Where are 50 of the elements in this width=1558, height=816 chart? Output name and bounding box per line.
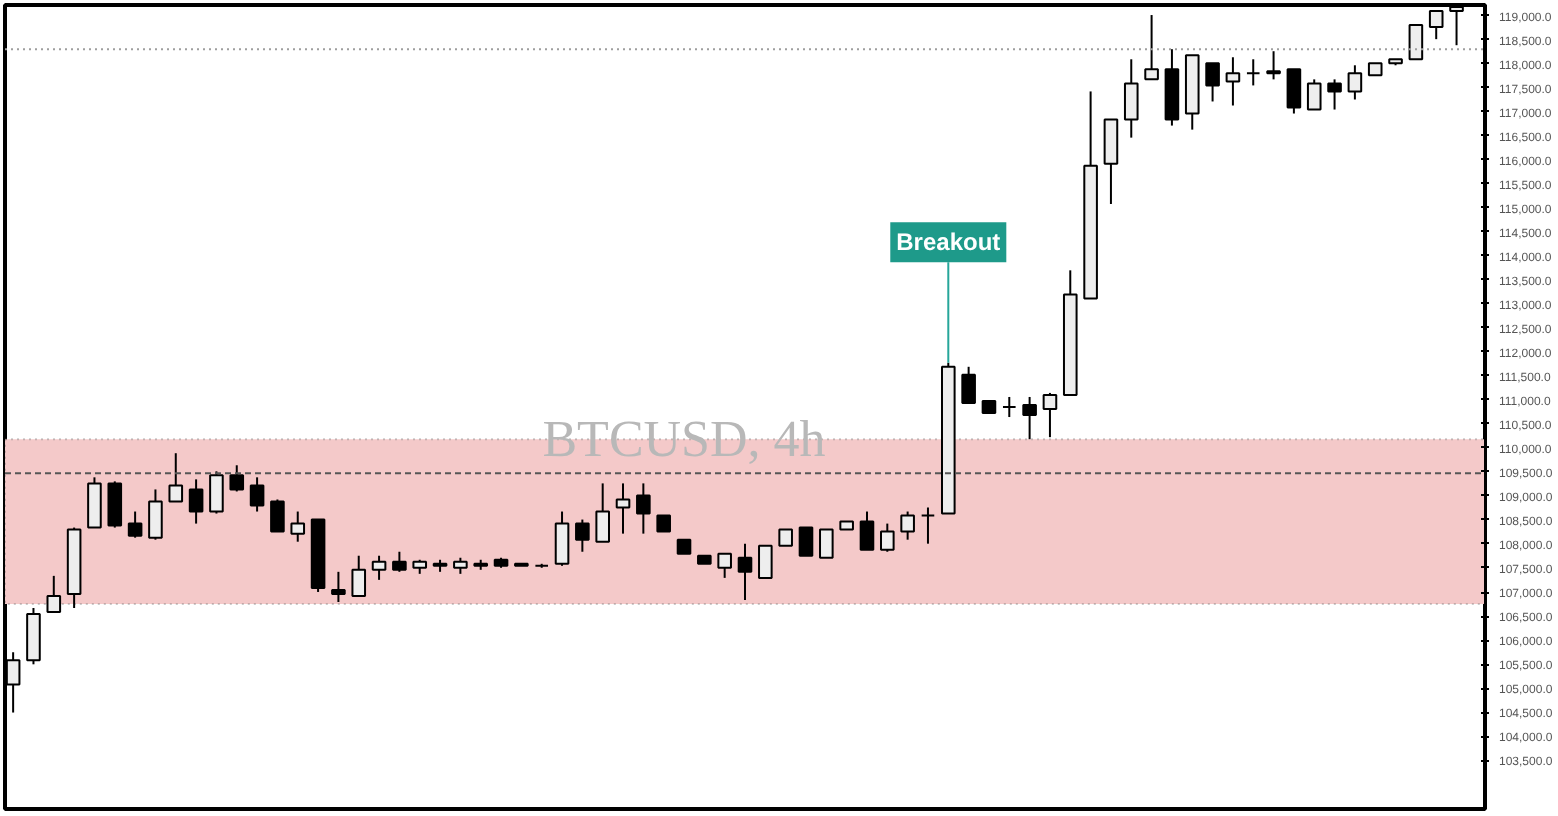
candlestick: [290, 510, 306, 543]
candlestick: [1245, 58, 1261, 87]
candlestick: [798, 526, 814, 557]
candlestick: [1042, 391, 1058, 439]
candlestick: [1205, 62, 1220, 103]
candlestick: [1123, 58, 1139, 139]
candlestick: [1144, 14, 1159, 81]
candlestick: [554, 510, 570, 567]
candlestick: [1286, 68, 1302, 115]
candlestick: [575, 518, 590, 553]
candlestick: [1408, 24, 1424, 61]
candlestick: [209, 470, 224, 515]
candlestick: [1103, 118, 1119, 205]
candlestick: [270, 498, 285, 533]
candlestick: [107, 480, 123, 529]
candlestick: [758, 544, 773, 579]
text: BTCUSD, 4h: [542, 410, 826, 469]
candlestick: [1266, 50, 1281, 81]
candlestick: [900, 510, 915, 541]
candlestick: [87, 476, 102, 529]
candlestick: [148, 488, 163, 541]
candlestick: [351, 554, 367, 597]
candlestick: [229, 464, 245, 493]
candlestick: [1428, 10, 1444, 41]
candlestick: [1347, 64, 1363, 101]
candlestick: [859, 510, 875, 551]
candlestick: [737, 542, 753, 601]
candlestick: [920, 506, 936, 545]
candlestick: [880, 522, 895, 553]
candlestick: [249, 476, 265, 513]
candlestick: [595, 482, 610, 543]
candlestick: [392, 550, 407, 573]
candlestick: [1306, 78, 1322, 111]
candlestick: [1225, 56, 1241, 107]
candlestick: [188, 478, 204, 525]
candlestick: [46, 574, 62, 614]
candlestick: [961, 365, 976, 404]
candlestick: [1327, 78, 1342, 111]
candlestick: [819, 528, 834, 559]
candlestick: [26, 607, 41, 666]
candlestick: [371, 554, 387, 581]
candlestick: [615, 482, 631, 535]
annotation: Breakout: [896, 228, 1001, 257]
candlestick: [127, 510, 143, 539]
candlestick: [636, 482, 651, 535]
candlestick: [717, 552, 732, 579]
candlestick: [168, 452, 184, 503]
candlestick: [1022, 395, 1037, 441]
candlestick: [331, 570, 346, 603]
candlestick: [1001, 395, 1017, 419]
